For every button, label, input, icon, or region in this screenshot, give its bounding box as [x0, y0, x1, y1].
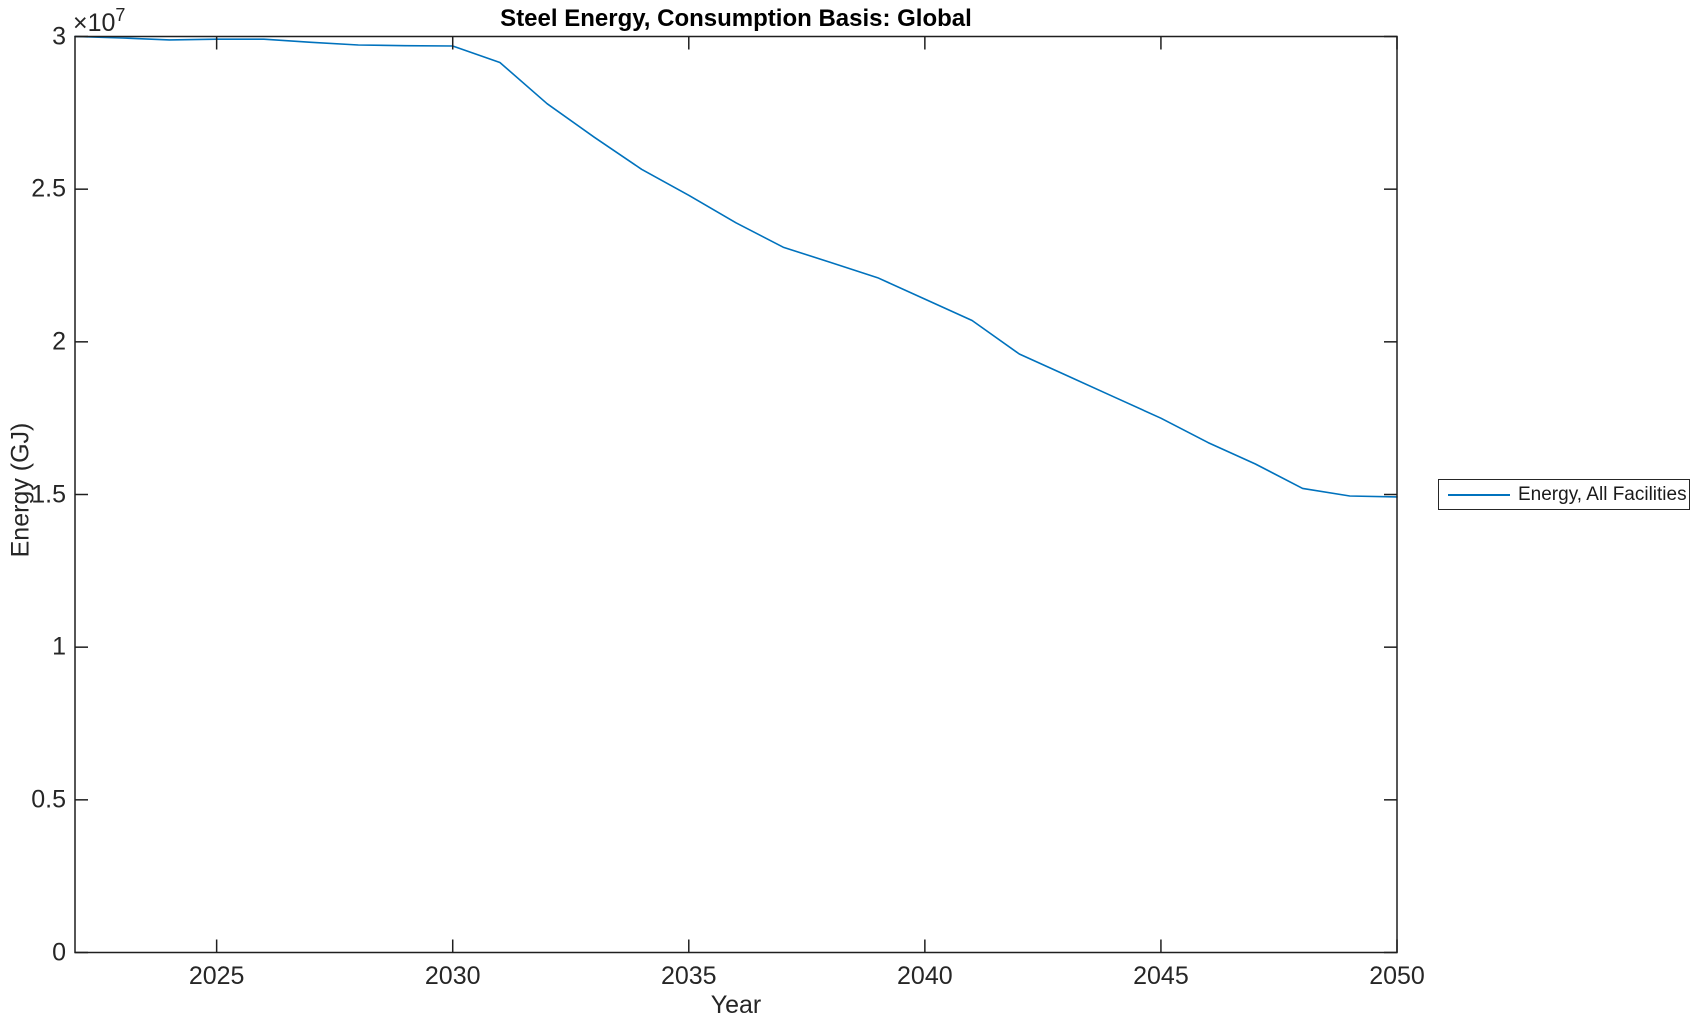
series-line-energy-all-facilities: [74, 35, 1398, 498]
y-tick-label: 0.5: [31, 785, 66, 814]
y-axis-label: Energy (GJ): [6, 422, 35, 558]
x-tick-label: 2030: [424, 962, 481, 990]
x-tick-label: 2050: [1369, 962, 1425, 990]
legend-box: Energy, All Facilities: [1438, 479, 1690, 510]
x-tick-label: 2035: [660, 962, 717, 990]
plot-box: [74, 35, 1398, 954]
y-axis-multiplier: ×107: [73, 5, 125, 38]
x-tick-label: 2045: [1133, 962, 1189, 990]
x-tick-label: 2040: [897, 962, 953, 990]
x-axis-label: Year: [710, 991, 762, 1019]
y-tick-label: 0: [52, 938, 66, 966]
y-tick-label: 2.5: [31, 174, 66, 203]
y-tick-label: 3: [52, 22, 66, 50]
y-tick-label: 1: [52, 632, 66, 661]
y-axis-multiplier-base: ×10: [73, 9, 116, 37]
y-axis-multiplier-exponent: 7: [115, 5, 126, 25]
legend-line-sample-icon: [1448, 493, 1510, 496]
x-tick-label: 2025: [188, 962, 245, 990]
axis-tick-marks: [75, 35, 1398, 954]
y-tick-label: 2: [52, 327, 66, 356]
chart-title: Steel Energy, Consumption Basis: Global: [500, 5, 972, 32]
legend-entry-label: Energy, All Facilities: [1518, 483, 1687, 505]
y-tick-label: 1.5: [31, 480, 66, 508]
